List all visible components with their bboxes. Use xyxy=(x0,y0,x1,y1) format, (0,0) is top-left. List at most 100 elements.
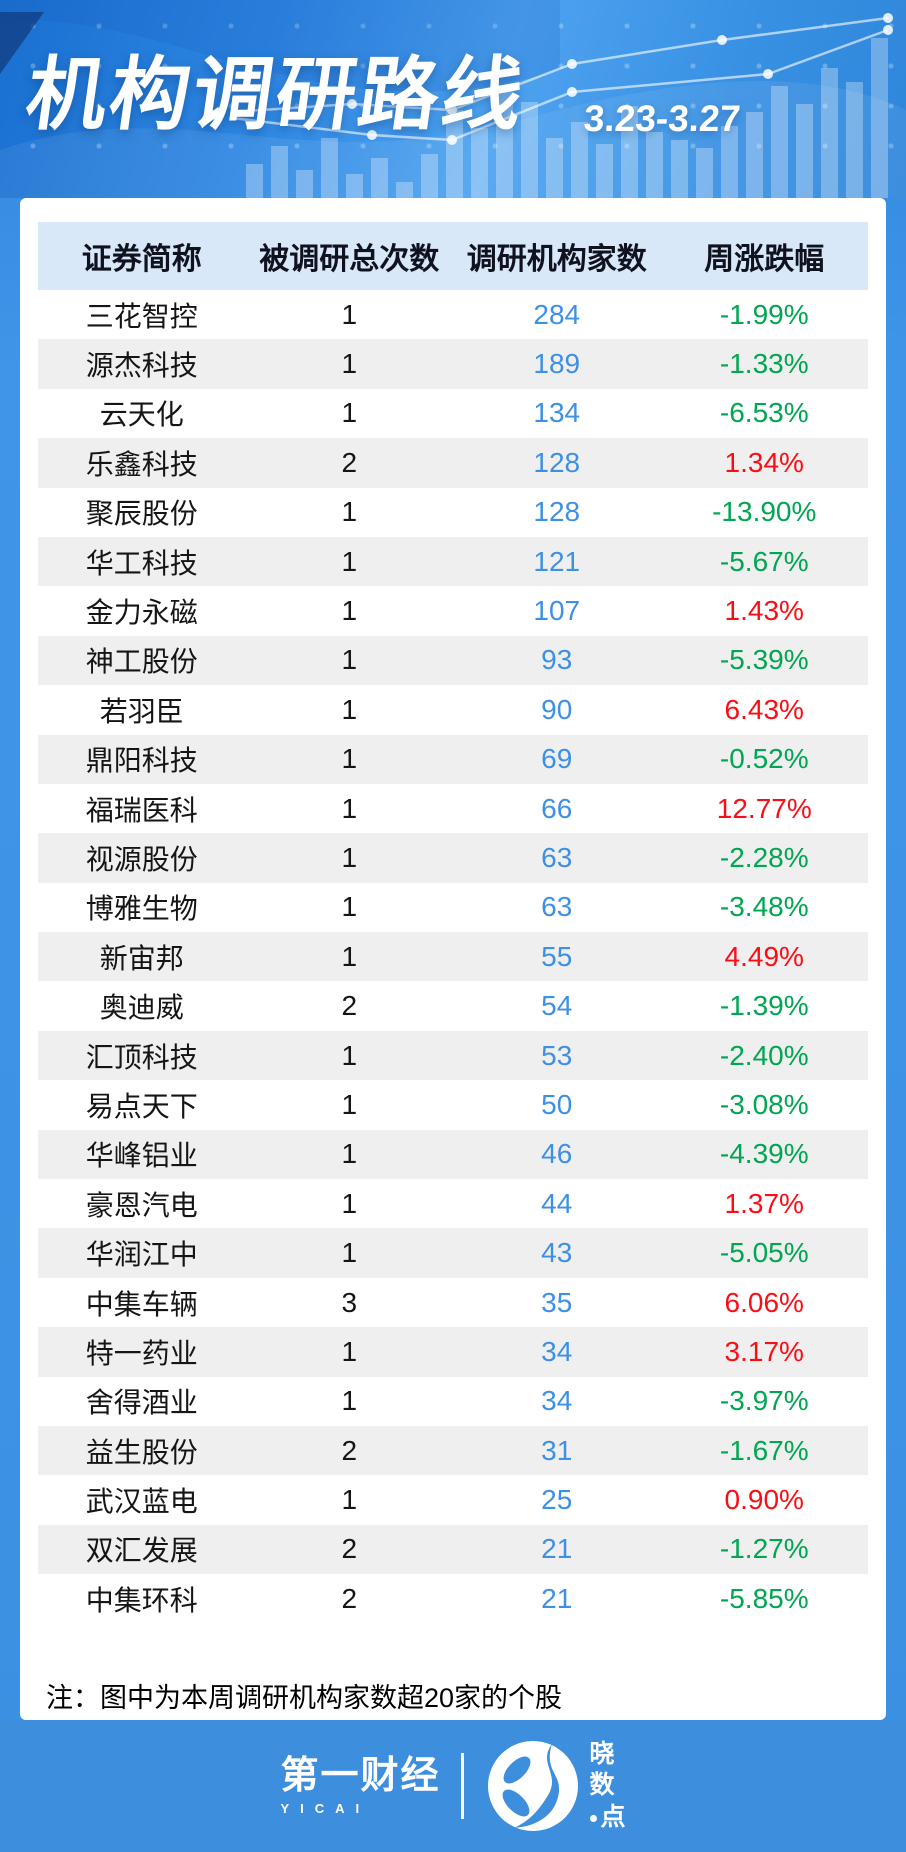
page-title: 机构调研路线 xyxy=(20,50,532,139)
cell-institution-count: 69 xyxy=(541,743,573,775)
cell-institution-count: 128 xyxy=(533,446,581,478)
table-row: 华润江中 1 43 -5.05% xyxy=(38,1228,868,1278)
cell-security-name: 乐鑫科技 xyxy=(85,448,198,480)
cell-security-name: 华峰铝业 xyxy=(85,1140,198,1172)
cell-weekly-change: 1.34% xyxy=(724,446,804,478)
table-row: 福瑞医科 1 66 12.77% xyxy=(38,784,868,833)
cell-institution-count: 35 xyxy=(541,1286,573,1318)
cell-weekly-change: -2.28% xyxy=(719,841,809,873)
cell-institution-count: 34 xyxy=(541,1335,573,1367)
table-row: 武汉蓝电 1 25 0.90% xyxy=(38,1475,868,1524)
logo-char: 数 xyxy=(589,1771,615,1800)
table-row: 视源股份 1 63 -2.28% xyxy=(38,833,868,883)
cell-institution-count: 21 xyxy=(541,1582,573,1614)
cell-security-name: 云天化 xyxy=(99,399,184,431)
cell-weekly-change: -5.85% xyxy=(719,1582,809,1614)
cell-weekly-change: 3.17% xyxy=(724,1335,804,1367)
cell-institution-count: 31 xyxy=(541,1434,573,1466)
yicai-logo-text: 第一财经 xyxy=(280,1754,441,1797)
table-row: 舍得酒业 1 34 -3.97% xyxy=(38,1377,868,1426)
table-row: 聚辰股份 1 128 -13.90% xyxy=(38,488,868,537)
cell-institution-count: 93 xyxy=(541,644,573,676)
cell-institution-count: 90 xyxy=(541,693,573,725)
table-row: 华峰铝业 1 46 -4.39% xyxy=(38,1129,868,1180)
data-card: 证券简称 被调研总次数 调研机构家数 周涨跌幅 三花智控 1 284 -1.99… xyxy=(20,198,886,1720)
table-row: 金力永磁 1 107 1.43% xyxy=(38,586,868,635)
cell-survey-times: 1 xyxy=(341,841,358,873)
cell-institution-count: 50 xyxy=(541,1088,573,1120)
cell-security-name: 视源股份 xyxy=(85,843,198,875)
table-row: 三花智控 1 284 -1.99% xyxy=(38,290,868,339)
cell-weekly-change: -1.27% xyxy=(719,1533,809,1565)
cell-security-name: 源杰科技 xyxy=(85,350,198,382)
cell-survey-times: 1 xyxy=(341,1385,358,1417)
table-row: 源杰科技 1 189 -1.33% xyxy=(38,339,868,389)
cell-security-name: 聚辰股份 xyxy=(85,498,198,530)
cell-survey-times: 2 xyxy=(341,446,358,478)
cell-security-name: 三花智控 xyxy=(85,300,198,332)
cell-weekly-change: -5.05% xyxy=(719,1237,809,1269)
cell-survey-times: 1 xyxy=(341,1039,358,1071)
table-header-row: 证券简称 被调研总次数 调研机构家数 周涨跌幅 xyxy=(38,222,868,290)
table-row: 奥迪威 2 54 -1.39% xyxy=(38,981,868,1030)
table-row: 豪恩汽电 1 44 1.37% xyxy=(38,1179,868,1228)
cell-security-name: 舍得酒业 xyxy=(85,1387,198,1419)
cell-security-name: 汇顶科技 xyxy=(85,1041,198,1073)
footer-bar: 第一财经 YICAI 晓 数 点 xyxy=(0,1720,906,1852)
cell-weekly-change: -13.90% xyxy=(712,496,817,528)
table-row: 益生股份 2 31 -1.67% xyxy=(38,1425,868,1476)
cell-institution-count: 107 xyxy=(533,595,581,627)
cell-security-name: 双汇发展 xyxy=(85,1535,198,1567)
logo-char: 晓 xyxy=(589,1740,615,1769)
table-row: 汇顶科技 1 53 -2.40% xyxy=(38,1030,868,1081)
cell-weekly-change: 1.43% xyxy=(724,595,804,627)
table-row: 双汇发展 2 21 -1.27% xyxy=(38,1524,868,1575)
date-range: 3.23-3.27 xyxy=(582,98,742,139)
table-row: 易点天下 1 50 -3.08% xyxy=(38,1080,868,1129)
table-row: 新宙邦 1 55 4.49% xyxy=(38,932,868,982)
cell-survey-times: 1 xyxy=(341,1237,358,1269)
table-row: 博雅生物 1 63 -3.48% xyxy=(38,883,868,932)
cell-security-name: 中集环科 xyxy=(85,1584,198,1616)
xiaoshudian-logo-icon xyxy=(487,1741,578,1831)
cell-survey-times: 2 xyxy=(341,990,358,1022)
cell-weekly-change: -6.53% xyxy=(719,397,809,429)
cell-security-name: 福瑞医科 xyxy=(85,794,198,826)
cell-weekly-change: -3.48% xyxy=(719,891,809,923)
cell-institution-count: 63 xyxy=(541,841,573,873)
col-header-survey-times: 被调研总次数 xyxy=(259,243,440,276)
cell-survey-times: 1 xyxy=(341,644,358,676)
cell-survey-times: 3 xyxy=(341,1286,358,1318)
cell-survey-times: 1 xyxy=(341,940,358,972)
table-body: 三花智控 1 284 -1.99% 源杰科技 1 189 -1.33% 云天化 … xyxy=(38,290,868,1624)
cell-weekly-change: -3.97% xyxy=(719,1385,809,1417)
cell-institution-count: 34 xyxy=(541,1385,573,1417)
table-row: 鼎阳科技 1 69 -0.52% xyxy=(38,734,868,784)
cell-weekly-change: 6.43% xyxy=(724,693,804,725)
cell-survey-times: 1 xyxy=(341,348,358,380)
cell-security-name: 若羽臣 xyxy=(99,695,184,727)
table-row: 中集车辆 3 35 6.06% xyxy=(38,1278,868,1327)
cell-security-name: 易点天下 xyxy=(85,1090,198,1122)
cell-survey-times: 1 xyxy=(341,891,358,923)
table-row: 特一药业 1 34 3.17% xyxy=(38,1327,868,1377)
cell-institution-count: 43 xyxy=(541,1237,573,1269)
cell-weekly-change: -2.40% xyxy=(719,1039,809,1071)
cell-institution-count: 25 xyxy=(541,1484,573,1516)
cell-weekly-change: -1.67% xyxy=(719,1434,809,1466)
cell-survey-times: 1 xyxy=(341,693,358,725)
table-row: 若羽臣 1 90 6.43% xyxy=(38,685,868,734)
cell-security-name: 奥迪威 xyxy=(99,992,184,1024)
cell-institution-count: 46 xyxy=(541,1138,573,1170)
table-row: 乐鑫科技 2 128 1.34% xyxy=(38,438,868,488)
cell-survey-times: 1 xyxy=(341,298,358,330)
cell-weekly-change: -4.39% xyxy=(719,1138,809,1170)
cell-security-name: 豪恩汽电 xyxy=(85,1189,198,1221)
cell-security-name: 益生股份 xyxy=(85,1436,198,1468)
cell-survey-times: 1 xyxy=(341,595,358,627)
cell-security-name: 博雅生物 xyxy=(85,893,198,925)
hero-header: 机构调研路线 3.23-3.27 xyxy=(0,0,906,198)
cell-institution-count: 21 xyxy=(541,1533,573,1565)
cell-weekly-change: 4.49% xyxy=(724,940,804,972)
cell-security-name: 金力永磁 xyxy=(85,597,198,629)
